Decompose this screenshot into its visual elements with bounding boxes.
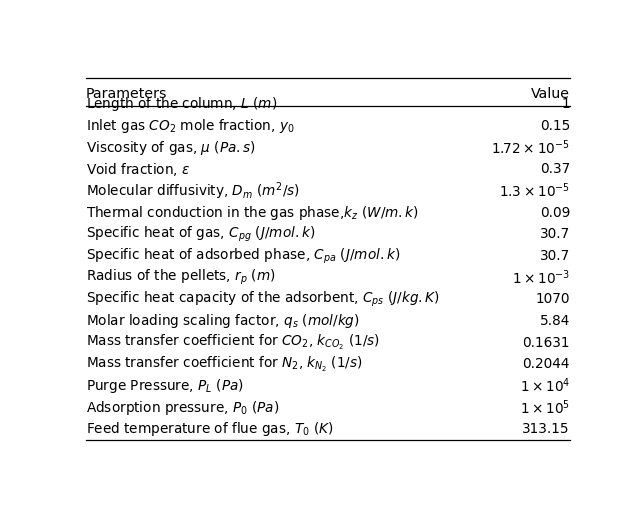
Text: 5.84: 5.84	[540, 314, 570, 328]
Text: Thermal conduction in the gas phase,$k_z$ $(W/m.k)$: Thermal conduction in the gas phase,$k_z…	[86, 204, 419, 222]
Text: Feed temperature of flue gas, $T_0$ $(K)$: Feed temperature of flue gas, $T_0$ $(K)…	[86, 420, 333, 438]
Text: Void fraction, $\varepsilon$: Void fraction, $\varepsilon$	[86, 161, 190, 178]
Text: 1: 1	[561, 98, 570, 111]
Text: Viscosity of gas, $\mu$ $(Pa.s)$: Viscosity of gas, $\mu$ $(Pa.s)$	[86, 139, 256, 157]
Text: Specific heat of adsorbed phase, $C_{pa}$ $(J/mol.k)$: Specific heat of adsorbed phase, $C_{pa}…	[86, 246, 400, 266]
Text: Specific heat capacity of the adsorbent, $C_{ps}$ $(J/kg.K)$: Specific heat capacity of the adsorbent,…	[86, 289, 440, 309]
Text: $1 \times 10^{5}$: $1 \times 10^{5}$	[520, 398, 570, 417]
Text: $1 \times 10^{-3}$: $1 \times 10^{-3}$	[512, 268, 570, 287]
Text: Adsorption pressure, $P_0$ $(Pa)$: Adsorption pressure, $P_0$ $(Pa)$	[86, 398, 279, 416]
Text: Molecular diffusivity, $D_m$ $(m^2/s)$: Molecular diffusivity, $D_m$ $(m^2/s)$	[86, 180, 300, 202]
Text: Value: Value	[531, 87, 570, 101]
Text: Mass transfer coefficient for $N_2$, $k_{N_2}$ $(1/s)$: Mass transfer coefficient for $N_2$, $k_…	[86, 354, 363, 374]
Text: Inlet gas $CO_2$ mole fraction, $y_0$: Inlet gas $CO_2$ mole fraction, $y_0$	[86, 117, 294, 135]
Text: Mass transfer coefficient for $CO_2$, $k_{CO_2}$ $(1/s)$: Mass transfer coefficient for $CO_2$, $k…	[86, 333, 380, 352]
Text: 1070: 1070	[536, 293, 570, 307]
Text: $1 \times 10^{4}$: $1 \times 10^{4}$	[520, 377, 570, 395]
Text: 0.15: 0.15	[540, 119, 570, 133]
Text: 0.37: 0.37	[540, 163, 570, 176]
Text: 30.7: 30.7	[540, 249, 570, 263]
Text: 0.09: 0.09	[540, 206, 570, 220]
Text: $1.3 \times 10^{-5}$: $1.3 \times 10^{-5}$	[499, 182, 570, 200]
Text: Length of the column, $L$ $(m)$: Length of the column, $L$ $(m)$	[86, 95, 277, 114]
Text: Radius of the pellets, $r_p$ $(m)$: Radius of the pellets, $r_p$ $(m)$	[86, 268, 276, 287]
Text: Molar loading scaling factor, $q_s$ $(mol/kg)$: Molar loading scaling factor, $q_s$ $(mo…	[86, 312, 360, 330]
Text: 30.7: 30.7	[540, 228, 570, 241]
Text: 0.2044: 0.2044	[522, 357, 570, 372]
Text: 313.15: 313.15	[522, 422, 570, 436]
Text: Purge Pressure, $P_L$ $(Pa)$: Purge Pressure, $P_L$ $(Pa)$	[86, 377, 244, 395]
Text: Parameters: Parameters	[86, 87, 168, 101]
Text: 0.1631: 0.1631	[522, 335, 570, 350]
Text: $1.72 \times 10^{-5}$: $1.72 \times 10^{-5}$	[492, 138, 570, 157]
Text: Specific heat of gas, $C_{pg}$ $(J/mol.k)$: Specific heat of gas, $C_{pg}$ $(J/mol.k…	[86, 224, 316, 244]
